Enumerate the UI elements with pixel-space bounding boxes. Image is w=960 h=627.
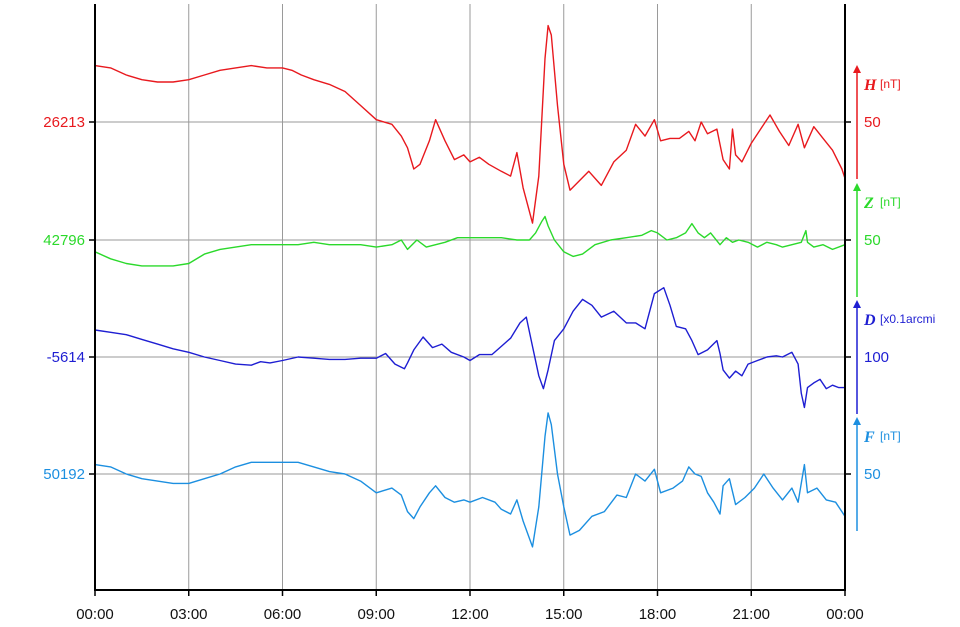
baseline-label-h: 26213 xyxy=(43,114,85,131)
arrowhead-icon xyxy=(853,183,861,191)
baseline-label-z: 42796 xyxy=(43,232,85,249)
baseline-label-d: -5614 xyxy=(47,349,85,366)
series-line-h xyxy=(94,24,846,224)
unit-label-z: [nT] xyxy=(880,195,901,209)
scale-label-z: 50 xyxy=(864,232,881,249)
x-tick-label: 18:00 xyxy=(639,606,677,623)
x-tick-label: 06:00 xyxy=(264,606,302,623)
x-tick-label: 03:00 xyxy=(170,606,208,623)
component-label-d: D xyxy=(863,312,876,329)
baseline-label-f: 50192 xyxy=(43,466,85,483)
arrowhead-icon xyxy=(853,65,861,73)
x-tick-label: 00:00 xyxy=(826,606,864,623)
arrowhead-icon xyxy=(853,417,861,425)
series-line-f xyxy=(94,412,846,548)
component-label-h: H xyxy=(863,77,877,94)
series-line-z xyxy=(94,215,846,267)
x-tick-label: 21:00 xyxy=(732,606,770,623)
x-tick-label: 12:00 xyxy=(451,606,489,623)
axes xyxy=(89,4,861,596)
series-line-d xyxy=(94,287,845,409)
unit-label-f: [nT] xyxy=(880,429,901,443)
unit-label-d: [x0.1arcmi xyxy=(880,312,935,326)
component-label-z: Z xyxy=(863,195,874,212)
scale-label-f: 50 xyxy=(864,466,881,483)
scale-label-d: 100 xyxy=(864,349,889,366)
unit-label-h: [nT] xyxy=(880,77,901,91)
series-lines xyxy=(94,24,846,548)
arrowhead-icon xyxy=(853,300,861,308)
component-label-f: F xyxy=(863,429,875,446)
scale-label-h: 50 xyxy=(864,114,881,131)
labels: 00:00 03:00 06:00 09:00 12:00 15:00 18:00 21:00… xyxy=(43,77,935,623)
x-tick-label: 09:00 xyxy=(357,606,395,623)
x-tick-label: 00:00 xyxy=(76,606,114,623)
x-tick-label: 15:00 xyxy=(545,606,583,623)
